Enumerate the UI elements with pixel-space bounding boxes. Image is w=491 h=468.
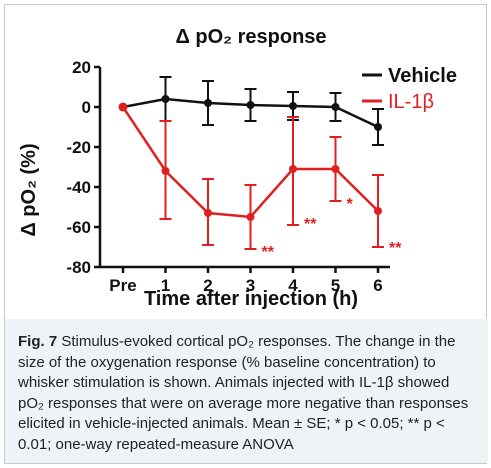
chart-title: Δ pO₂ response: [175, 26, 326, 48]
legend: Vehicle IL-1β: [362, 65, 457, 113]
legend-label: IL-1β: [388, 91, 434, 113]
legend-label: Vehicle: [388, 65, 457, 87]
significance-marker: **: [389, 240, 402, 257]
series-il1b: [119, 103, 384, 250]
y-tick-label: -60: [66, 218, 91, 237]
y-tick-label: -20: [66, 138, 91, 157]
significance-marker: **: [262, 244, 275, 261]
x-tick-label: Pre: [109, 276, 136, 295]
significance-marker: **: [304, 216, 317, 233]
y-tick-label: -40: [66, 178, 91, 197]
series-vehicle: [119, 76, 384, 146]
plot-area: *******: [118, 76, 402, 261]
x-tick-label: 1: [161, 276, 170, 295]
x-tick-label: 4: [288, 276, 298, 295]
y-tick-label: -80: [66, 258, 91, 277]
data-point: [204, 99, 212, 107]
data-point: [289, 165, 297, 173]
data-point: [331, 103, 340, 111]
data-point: [161, 167, 170, 175]
x-tick-label: 2: [203, 276, 212, 295]
x-axis-label: Time after injection (h): [144, 288, 358, 310]
data-point: [161, 95, 170, 103]
figure-caption: Fig. 7 Stimulus-evoked cortical pO₂ resp…: [5, 319, 488, 463]
data-point: [289, 102, 297, 110]
axes: 20 0 -20 -40 -60 -80 Pre 1 2 3 4 5 6: [66, 58, 390, 295]
data-point: [246, 101, 255, 109]
chart: Δ pO₂ response Δ pO₂ (%) Time after inje…: [18, 26, 457, 310]
caption-text: Stimulus-evoked cortical pO₂ responses. …: [18, 333, 469, 453]
figure-panel: Δ pO₂ response Δ pO₂ (%) Time after inje…: [4, 4, 488, 464]
significance-marker: *: [347, 196, 354, 213]
x-tick-label: 3: [246, 276, 255, 295]
data-point: [374, 123, 382, 131]
data-point-pre: [118, 102, 128, 112]
caption-label: Fig. 7: [18, 333, 58, 350]
x-tick-label: 5: [331, 276, 340, 295]
data-point: [204, 209, 212, 217]
y-tick-label: 0: [82, 98, 91, 117]
y-axis-label: Δ pO₂ (%): [18, 143, 40, 236]
y-tick-label: 20: [72, 58, 91, 77]
x-tick-label: 6: [373, 276, 382, 295]
data-point: [331, 165, 340, 173]
data-point: [246, 213, 255, 221]
data-point: [374, 207, 382, 215]
